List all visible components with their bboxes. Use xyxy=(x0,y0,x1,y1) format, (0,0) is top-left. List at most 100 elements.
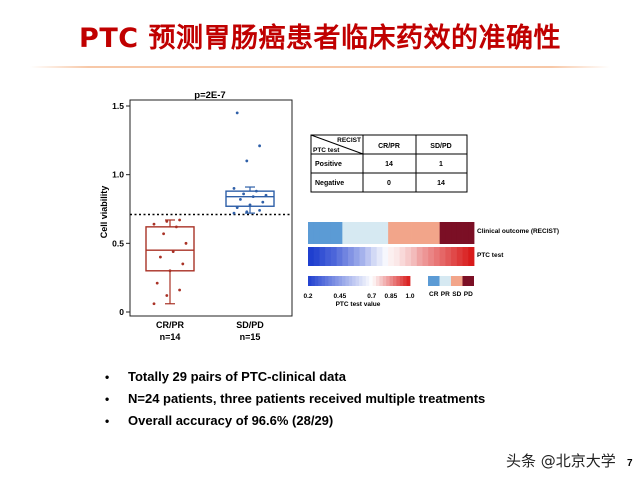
data-point xyxy=(245,210,249,214)
heatmap-cell-outcome xyxy=(468,222,475,244)
bullet-item: • Totally 29 pairs of PTC-clinical data xyxy=(105,366,485,388)
heatmap-cell-ptc xyxy=(462,247,469,266)
data-point xyxy=(235,206,239,210)
data-point xyxy=(168,269,172,273)
page-number: 7 xyxy=(627,458,633,469)
colorbar-tick-label: 1.0 xyxy=(405,293,414,300)
colorbar-segment xyxy=(314,276,319,286)
contingency-table: RECIST PTC test CR/PR SD/PD Positive 14 … xyxy=(310,134,468,193)
heatmap-cell-outcome xyxy=(416,222,423,244)
heatmap-cell-outcome xyxy=(439,222,446,244)
legend-swatch xyxy=(451,276,463,286)
data-point xyxy=(171,250,175,253)
data-point xyxy=(258,208,261,212)
colorbar-segment xyxy=(393,276,397,286)
boxplot-y-axis-label: Cell viability xyxy=(99,186,109,239)
y-tick-label: 1.0 xyxy=(112,170,124,180)
colorbar-segment xyxy=(359,276,363,286)
heatmap-cell-ptc xyxy=(393,247,400,266)
heatmap-cell-outcome xyxy=(342,222,349,244)
data-point xyxy=(264,193,268,197)
heatmap-cell-outcome xyxy=(456,222,463,244)
colorbar-segment xyxy=(338,276,343,286)
colorbar-tick-label: 0.45 xyxy=(334,293,347,300)
data-point xyxy=(178,218,182,222)
heatmap-cell-ptc xyxy=(325,247,332,266)
data-point xyxy=(245,159,249,163)
bullet-icon: • xyxy=(105,392,110,406)
data-point xyxy=(242,192,246,196)
colorbar-segment xyxy=(311,276,316,286)
colorbar-tick-label: 0.7 xyxy=(367,293,376,300)
heatmap-cell-ptc xyxy=(376,247,383,266)
heatmap-cell-ptc xyxy=(319,247,326,266)
data-point xyxy=(152,222,156,226)
colorbar-segment xyxy=(331,276,336,286)
heatmap-cell-ptc xyxy=(428,247,435,266)
colorbar-segment xyxy=(345,276,350,286)
title-divider xyxy=(30,66,610,68)
data-point xyxy=(239,197,242,201)
table-row-label: Positive xyxy=(315,161,342,168)
colorbar-tick-label: 0.2 xyxy=(303,293,312,300)
data-point xyxy=(232,187,236,190)
table-cell: 14 xyxy=(385,161,393,168)
heatmap-cell-ptc xyxy=(359,247,366,266)
data-point xyxy=(165,219,169,223)
heatmap-cell-outcome xyxy=(348,222,355,244)
colorbar-segment xyxy=(321,276,326,286)
heatmap-cell-outcome xyxy=(405,222,412,244)
bullet-item: • Overall accuracy of 96.6% (28/29) xyxy=(105,410,485,432)
colorbar-segment xyxy=(389,276,394,286)
category-label-sdpd: SD/PD xyxy=(236,320,264,330)
colorbar-segment xyxy=(362,276,367,286)
data-point xyxy=(184,241,188,245)
heatmap-cell-outcome xyxy=(399,222,406,244)
boxplot-frame xyxy=(129,99,293,317)
category-count-crpr: n=14 xyxy=(160,332,181,342)
table-border xyxy=(310,134,468,193)
heatmap-chart: Clinical outcome (RECIST) PTC test 0.2 0.… xyxy=(303,222,559,308)
summary-bullets: • Totally 29 pairs of PTC-clinical data •… xyxy=(105,366,485,432)
colorbar-segment xyxy=(406,276,411,286)
heatmap-cell-ptc xyxy=(313,247,320,266)
boxplot-pvalue-title: p=2E-7 xyxy=(194,90,225,101)
heatmap-cell-ptc xyxy=(382,247,389,266)
heatmap-cell-ptc xyxy=(336,247,343,266)
heatmap-row-label-clinical: Clinical outcome (RECIST) xyxy=(477,228,559,235)
slide-title: PTC 预测胃肠癌患者临床药效的准确性 xyxy=(79,23,561,54)
heatmap-cell-outcome xyxy=(365,222,372,244)
data-point xyxy=(232,211,236,215)
heatmap-cell-outcome xyxy=(393,222,400,244)
colorbar-segment xyxy=(308,276,312,286)
category-count-sdpd: n=15 xyxy=(240,332,261,342)
box-iqr xyxy=(145,226,195,272)
heatmap-cell-outcome xyxy=(359,222,366,244)
legend-label: SD xyxy=(452,291,461,298)
heatmap-cell-ptc xyxy=(433,247,441,266)
colorbar-segment xyxy=(318,276,322,286)
bullet-icon: • xyxy=(105,414,110,428)
watermark: 头条 @北京大学 xyxy=(506,452,616,470)
heatmap-cell-outcome xyxy=(376,222,383,244)
data-point xyxy=(235,111,239,115)
heatmap-cell-outcome xyxy=(433,222,441,244)
colorbar-segment xyxy=(335,276,339,286)
colorbar-segment xyxy=(382,276,387,286)
data-point xyxy=(152,302,156,306)
colorbar-segment xyxy=(352,276,356,286)
data-point xyxy=(248,203,252,207)
heatmap-cell-ptc xyxy=(445,247,452,266)
legend-label: CR xyxy=(429,291,439,298)
category-label-crpr: CR/PR xyxy=(156,320,185,330)
heatmap-cell-outcome xyxy=(336,222,343,244)
data-point xyxy=(261,200,265,204)
heatmap-cell-outcome xyxy=(325,222,332,244)
heatmap-cell-outcome xyxy=(330,222,338,244)
data-point xyxy=(159,255,162,259)
colorbar-segment xyxy=(369,276,373,286)
colorbar-segment xyxy=(376,276,380,286)
heatmap-cell-ptc xyxy=(422,247,429,266)
heatmap-cell-outcome xyxy=(462,222,469,244)
